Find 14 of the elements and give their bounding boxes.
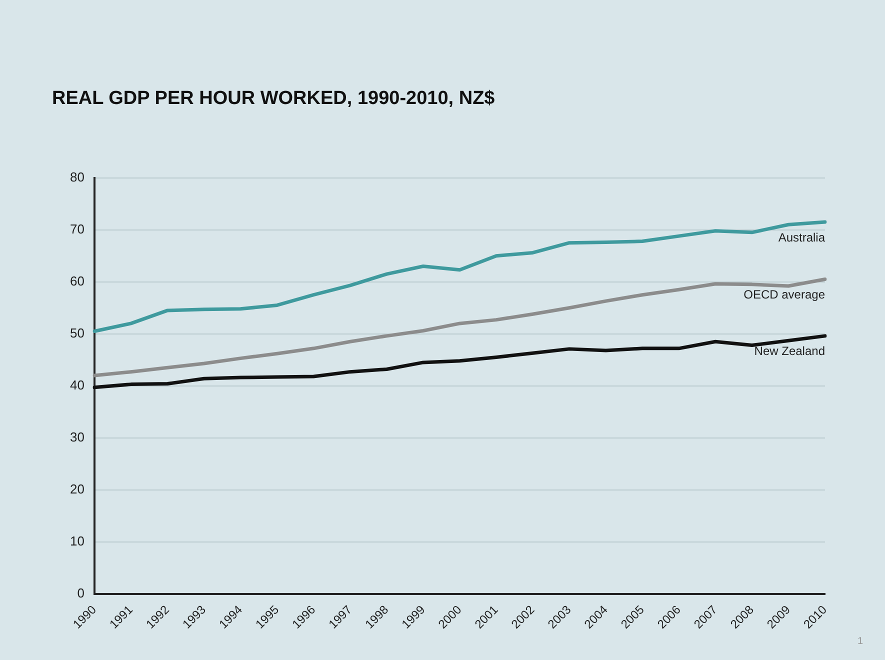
y-tick-label: 30 bbox=[70, 429, 84, 444]
y-tick-label: 10 bbox=[70, 534, 84, 548]
y-tick-label: 50 bbox=[70, 325, 84, 340]
series-label: OECD average bbox=[744, 288, 826, 302]
chart-title: REAL GDP PER HOUR WORKED, 1990-2010, NZ$ bbox=[52, 88, 495, 110]
text: 1 bbox=[857, 636, 863, 647]
y-tick-label: 70 bbox=[70, 221, 84, 236]
y-tick-label: 40 bbox=[70, 377, 84, 392]
series-label: Australia bbox=[778, 230, 826, 244]
y-tick-label: 80 bbox=[70, 169, 84, 184]
y-tick-label: 60 bbox=[70, 273, 84, 288]
series-label: New Zealand bbox=[754, 344, 825, 358]
y-tick-label: 20 bbox=[70, 481, 84, 496]
y-tick-label: 0 bbox=[77, 586, 84, 601]
